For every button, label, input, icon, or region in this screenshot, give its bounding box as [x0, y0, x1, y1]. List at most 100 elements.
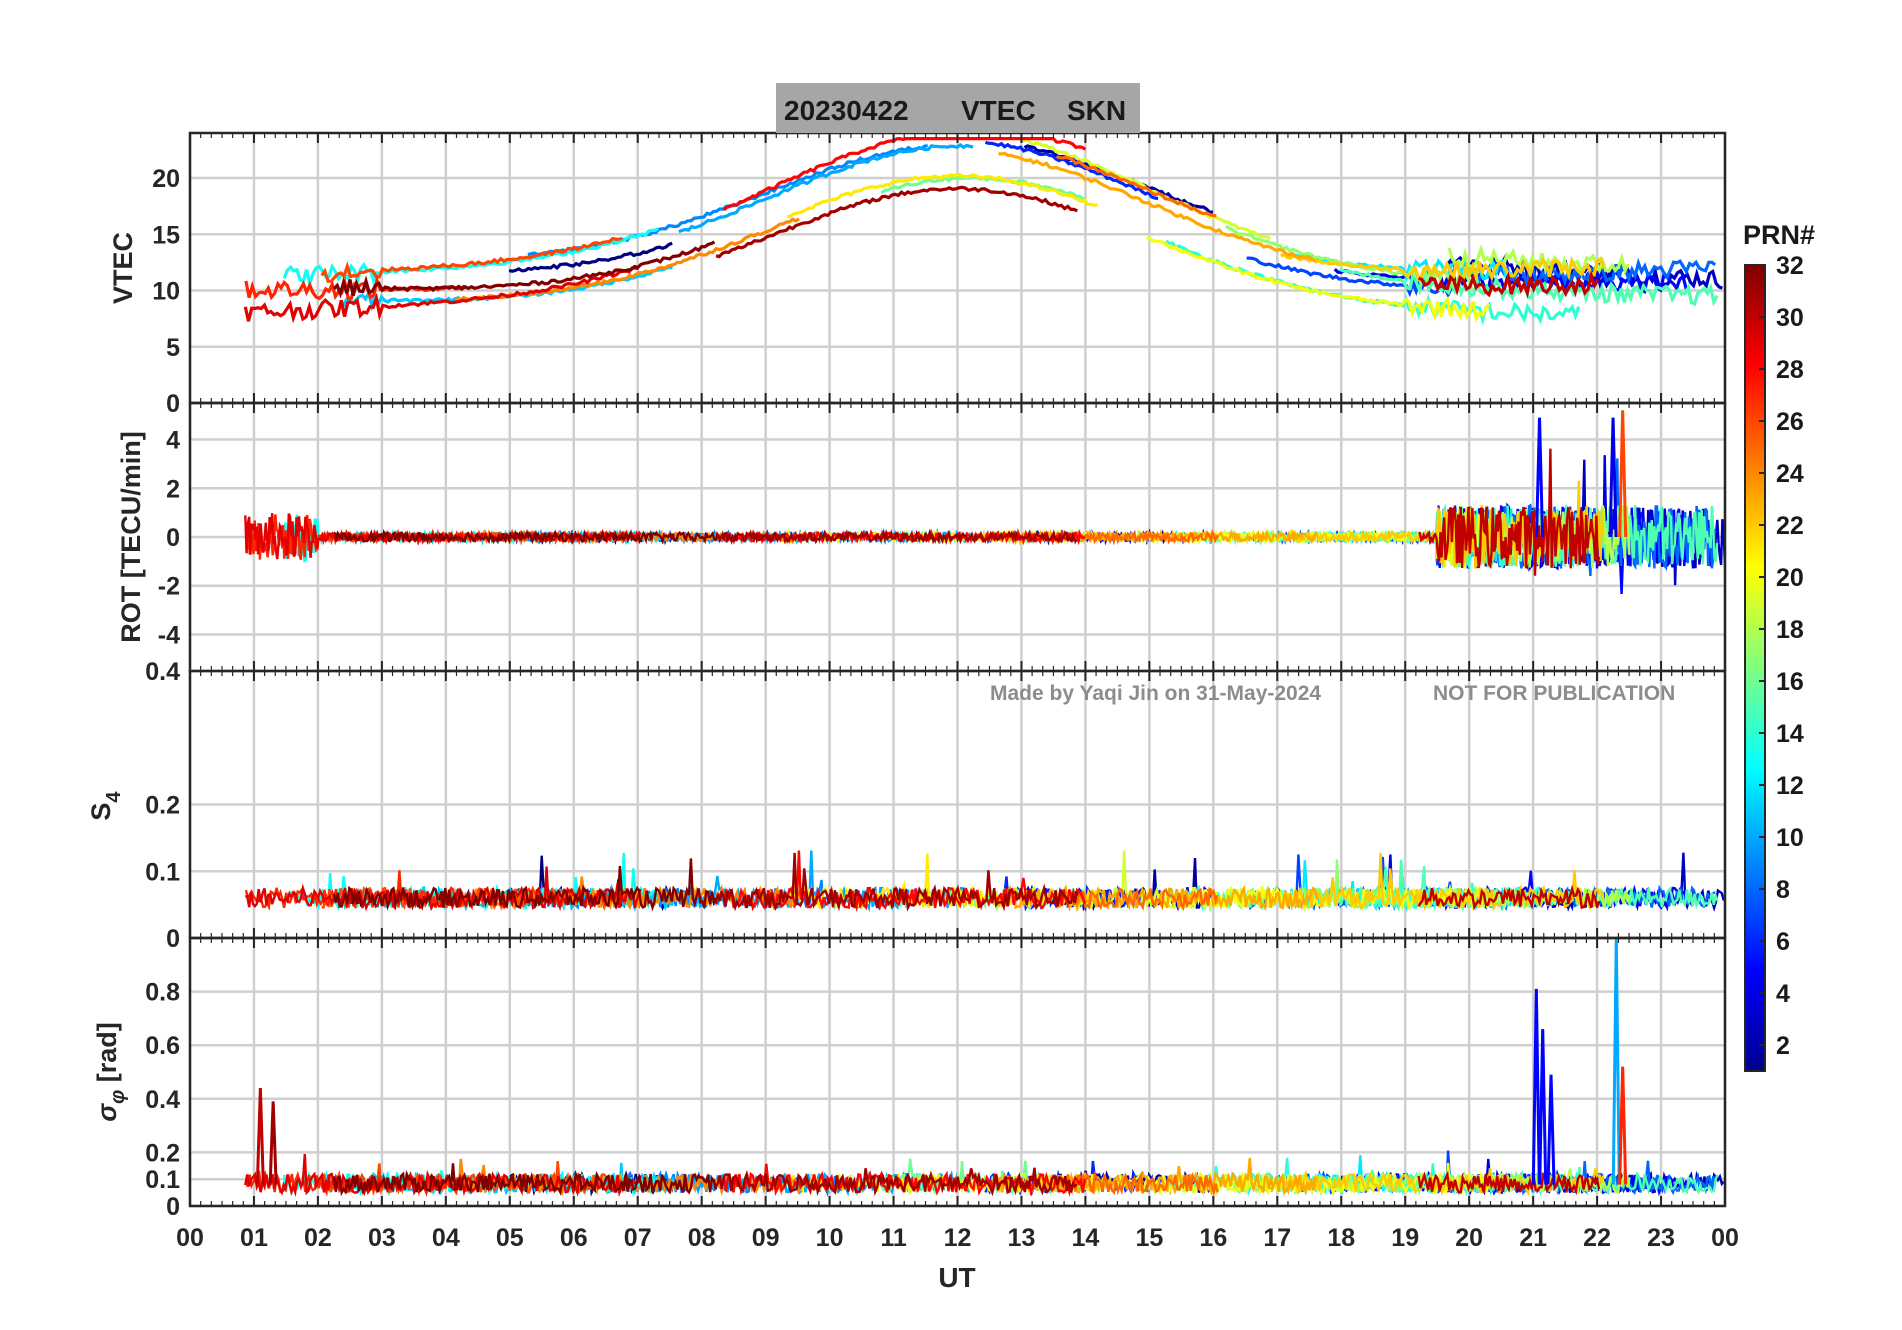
rot-trace: [714, 528, 1078, 546]
vtec-ytick-label: 15: [152, 221, 180, 249]
sigma-phi-spike: [268, 1101, 278, 1185]
vtec-traces: [243, 136, 1723, 326]
s4-y-label: S4: [86, 791, 125, 821]
rot-traces: [244, 410, 1725, 594]
vtec-trace: [243, 266, 639, 324]
x-tick-label: 03: [368, 1224, 396, 1252]
rot-spike: [1608, 417, 1618, 538]
sigma-phi-axes-box: [188, 936, 1727, 1208]
s4-y-ticks: 0 0.1 0.2 0.4: [145, 658, 1726, 953]
x-tick-label: 05: [496, 1224, 524, 1252]
sigma_phi-ytick-label: 0.1: [145, 1166, 180, 1194]
sigma-phi-trace: [1055, 1170, 1219, 1197]
sigma-phi-y-label: σφ [rad]: [92, 1022, 129, 1122]
x-tick-label: 02: [304, 1224, 332, 1252]
vtec-trace: [332, 240, 716, 299]
sigma_phi-ytick-label: 0.6: [145, 1032, 180, 1060]
sigma-phi-trace: [714, 1167, 1078, 1197]
x-tick-label: 00: [1711, 1224, 1739, 1252]
vtec-trace: [998, 151, 1316, 263]
x-tick-label: 06: [560, 1224, 588, 1252]
rot-spike: [1535, 417, 1545, 538]
vtec-trace: [678, 142, 974, 234]
s4-ytick-label: 0.4: [145, 658, 180, 686]
vtec-trace: [320, 236, 623, 283]
vtec-y-label: VTEC: [108, 232, 138, 304]
colorbar-tick-label: 8: [1776, 876, 1790, 904]
sigma-phi-traces: [244, 938, 1725, 1198]
colorbar-tick-label: 28: [1776, 356, 1804, 384]
vtec-ytick-label: 20: [152, 165, 180, 193]
vtec-ytick-label: 5: [166, 334, 180, 362]
x-axis-label: UT: [938, 1262, 975, 1293]
panel-sigma-phi: 00.10.2 0.4 0.6 0.8 σφ [rad]: [92, 936, 1727, 1221]
vtec-trace: [787, 172, 1098, 219]
s4-traces: [244, 850, 1725, 913]
sigma-phi-spike: [1531, 988, 1541, 1185]
colorbar-tick-label: 2: [1776, 1032, 1790, 1060]
x-tick-label: 01: [240, 1224, 268, 1252]
panel-vtec: 0 5 10 15 20 VTEC: [108, 131, 1727, 418]
rot-ytick-label: 4: [166, 427, 180, 455]
s4-trace: [714, 852, 1078, 912]
x-tick-label: 15: [1135, 1224, 1163, 1252]
vtec-trace: [1146, 235, 1491, 323]
rot-y-label: ROT [TECU/min]: [116, 431, 146, 642]
colorbar-tick-label: 32: [1776, 252, 1804, 280]
colorbar-gradient: [1744, 264, 1766, 1072]
x-tick-label: 16: [1199, 1224, 1227, 1252]
vtec-trace: [1246, 256, 1460, 299]
sigma_phi-ytick-label: 0.8: [145, 979, 180, 1007]
sigma-phi-trace: [332, 1163, 717, 1197]
x-tick-label: 10: [816, 1224, 844, 1252]
x-tick-label: 23: [1647, 1224, 1675, 1252]
title-parameter: VTEC: [961, 95, 1036, 126]
x-tick-label: 09: [752, 1224, 780, 1252]
colorbar-tick-label: 12: [1776, 772, 1804, 800]
s4-trace: [1417, 884, 1601, 911]
sigma_phi-ytick-label: 0.2: [145, 1139, 180, 1167]
s4-ytick-label: 0.2: [145, 792, 180, 820]
sigma-phi-spike: [1618, 1066, 1628, 1185]
sigma_phi-ytick-label: 0.4: [145, 1086, 180, 1114]
vtec-trace: [508, 241, 673, 273]
rot-ytick-label: 2: [166, 475, 180, 503]
vtec-ytick-label: 10: [152, 278, 180, 306]
sigma-phi-spike: [1546, 1074, 1556, 1185]
sigma-phi-spike: [1611, 938, 1621, 1185]
vtec-trace: [722, 136, 1087, 212]
x-tick-label: 11: [880, 1224, 907, 1252]
x-tick-label: 00: [176, 1224, 204, 1252]
rot-trace: [1418, 448, 1601, 576]
colorbar-tick-label: 30: [1776, 304, 1804, 332]
sigma-phi-grid: [188, 938, 1727, 1208]
x-tick-label: 07: [624, 1224, 652, 1252]
rot-ytick-label: -4: [158, 621, 180, 649]
s4-trace: [1055, 887, 1219, 912]
colorbar-tick-label: 14: [1776, 720, 1804, 748]
sigma_phi-ytick-label: 0: [166, 1193, 180, 1221]
rot-ytick-label: 0: [166, 524, 180, 552]
s4-trace: [1280, 852, 1605, 912]
colorbar-tick-label: 24: [1776, 460, 1804, 488]
x-tick-label: 17: [1263, 1224, 1291, 1252]
colorbar-tick-label: 4: [1776, 980, 1790, 1008]
x-tick-label: 18: [1327, 1224, 1355, 1252]
watermark-notice: NOT FOR PUBLICATION: [1433, 682, 1675, 705]
vtec-trace: [1055, 155, 1217, 218]
vtec-ytick-label: 0: [166, 390, 180, 418]
colorbar-tick-label: 16: [1776, 668, 1804, 696]
x-axis-ticks: 00 01 02 03 04 05 06 07 08 09 10 11 12 13 14 15 16 17 18 19…: [176, 1224, 1739, 1252]
vtec-trace: [715, 185, 1079, 259]
sigma-phi-trace: [1417, 1170, 1601, 1196]
colorbar-tick-label: 6: [1776, 928, 1790, 956]
rot-trace: [333, 528, 718, 546]
vtec-trace: [984, 140, 1159, 201]
vtec-trace: [1418, 269, 1600, 299]
rot-ytick-label: -2: [158, 573, 180, 601]
colorbar-tick-label: 10: [1776, 824, 1804, 852]
x-tick-label: 22: [1583, 1224, 1611, 1252]
rot-spike: [1618, 410, 1628, 538]
